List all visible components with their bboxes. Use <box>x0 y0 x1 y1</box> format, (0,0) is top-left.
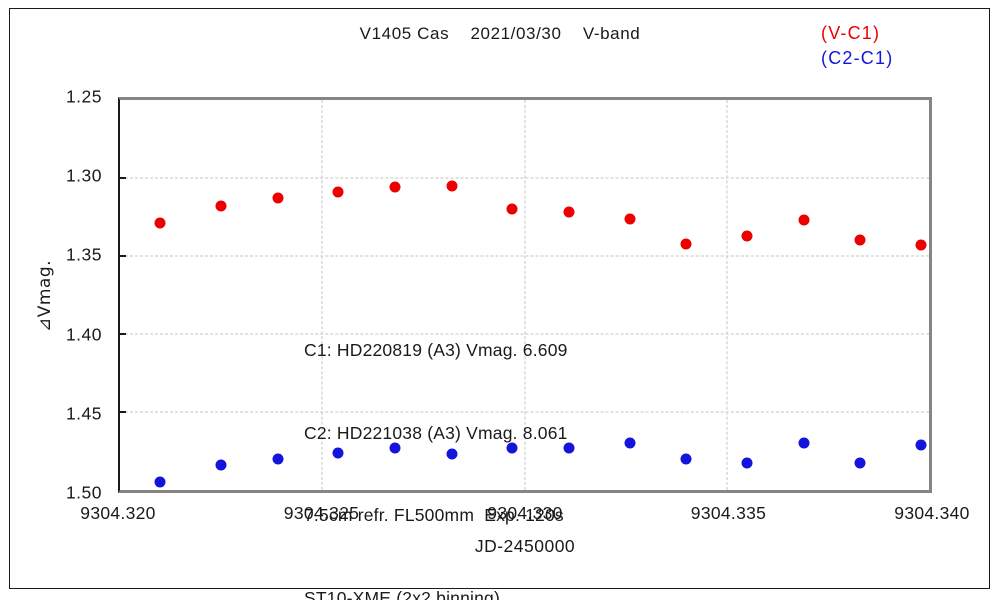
y-tick-label: 1.40 <box>65 324 102 345</box>
gridline-horizontal <box>120 177 929 179</box>
gridline-vertical <box>524 100 525 490</box>
y-tick-label: 1.45 <box>65 403 102 424</box>
x-tick-label: 9304.320 <box>80 503 156 523</box>
legend-item-c2-c1: (C2-C1) <box>821 48 894 68</box>
y-tick-label: 1.50 <box>65 482 102 503</box>
y-tick-label: 1.35 <box>65 244 102 265</box>
data-point-c2-c1 <box>272 453 284 465</box>
y-axis-tick <box>120 411 126 413</box>
data-point-v-c1 <box>215 200 227 212</box>
y-tick-labels: 1.25 1.30 1.35 1.40 1.45 1.50 <box>0 87 102 503</box>
chart-title: V1405 Cas 2021/03/30 V-band <box>359 24 641 43</box>
legend-item-v-c1: (V-C1) <box>821 23 881 43</box>
x-tick-labels: 9304.320 9304.325 9304.330 9304.335 9304.340 <box>80 503 969 525</box>
data-point-c2-c1 <box>798 437 810 449</box>
data-point-c2-c1 <box>389 442 401 454</box>
plot-area <box>118 97 932 493</box>
data-point-v-c1 <box>272 192 284 204</box>
y-axis-tick <box>120 255 126 257</box>
data-point-c2-c1 <box>563 442 575 454</box>
data-point-c2-c1 <box>154 476 166 488</box>
gridline-horizontal <box>120 411 929 413</box>
data-point-c2-c1 <box>506 442 518 454</box>
annotation-line-c1: C1: HD220819 (A3) Vmag. 6.609 <box>304 340 568 360</box>
data-point-v-c1 <box>506 203 518 215</box>
x-tick-label: 9304.330 <box>487 503 563 523</box>
x-tick-label: 9304.340 <box>894 503 970 523</box>
y-tick-label: 1.25 <box>65 86 102 107</box>
gridline-vertical <box>321 100 323 490</box>
data-point-v-c1 <box>798 214 810 226</box>
y-tick-label: 1.30 <box>65 165 102 186</box>
data-point-c2-c1 <box>741 457 753 469</box>
data-point-v-c1 <box>154 217 166 229</box>
annotation-line-c2: C2: HD221038 (A3) Vmag. 8.061 <box>304 422 568 443</box>
gridline-horizontal <box>120 255 929 257</box>
gridline-vertical <box>726 100 728 490</box>
gridline-horizontal <box>120 333 929 335</box>
x-tick-label: 9304.335 <box>690 503 767 523</box>
annotation-line-telescope: 7.5cm refr. FL500mm Exp. 120s <box>304 505 564 525</box>
data-point-c2-c1 <box>446 448 458 460</box>
data-point-v-c1 <box>854 234 866 246</box>
data-point-v-c1 <box>332 186 344 198</box>
x-axis-title: JD-2450000 <box>474 536 576 556</box>
data-point-c2-c1 <box>854 457 866 469</box>
data-point-v-c1 <box>680 238 692 250</box>
data-point-c2-c1 <box>680 453 692 465</box>
annotation-line-camera: ST10-XME (2x2 binning) <box>304 587 501 600</box>
data-point-v-c1 <box>624 213 636 225</box>
data-point-v-c1 <box>915 239 927 251</box>
data-point-c2-c1 <box>215 459 227 471</box>
data-point-v-c1 <box>389 181 401 193</box>
x-tick-label: 9304.325 <box>283 503 360 523</box>
data-point-c2-c1 <box>332 447 344 459</box>
data-point-v-c1 <box>563 206 575 218</box>
y-axis-tick <box>120 333 126 335</box>
data-point-c2-c1 <box>624 437 636 449</box>
data-point-v-c1 <box>741 230 753 242</box>
data-point-v-c1 <box>446 180 458 192</box>
data-point-c2-c1 <box>915 439 927 451</box>
annotation-block: C1: HD220819 (A3) Vmag. 6.609 C2: HD2210… <box>304 282 568 600</box>
y-axis-tick <box>120 177 126 179</box>
legend: (V-C1) (C2-C1) <box>821 21 893 71</box>
